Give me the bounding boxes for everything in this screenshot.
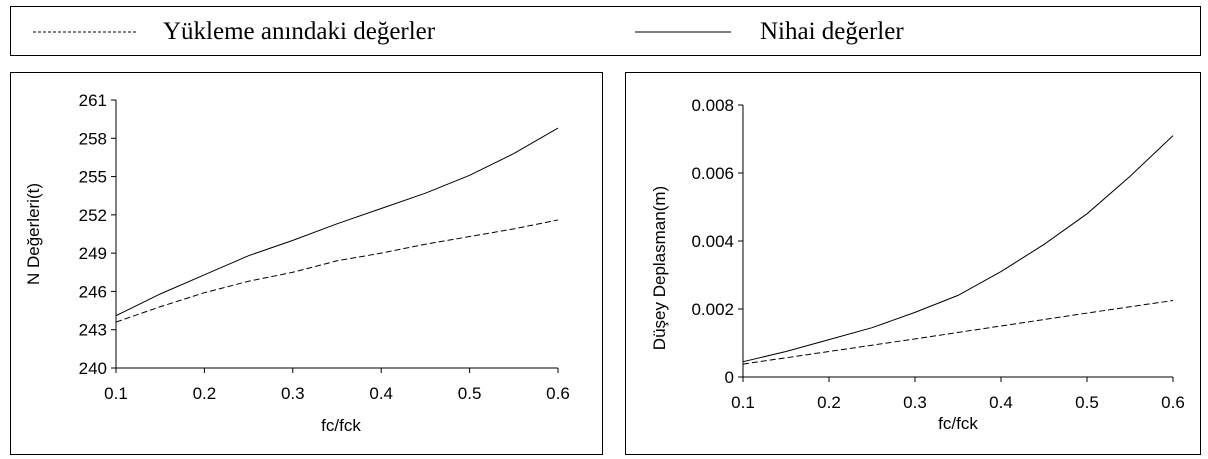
chart-panel-n-values: 240 243 246 249 252 255 258 261 0.1 0.2 0.3 0.4 0.5 0… [10,72,603,455]
y-tick-label: 255 [79,168,107,187]
legend-item-loading: Yükleme anındaki değerler [31,7,435,57]
legend: Yükleme anındaki değerler Nihai değerler [10,6,1201,56]
x-tick-label: 0.6 [1161,393,1185,412]
y-tick-label: 252 [79,206,107,225]
x-tick-label: 0.1 [731,393,755,412]
y-tick-label: 0.008 [691,96,734,115]
legend-label-final: Nihai değerler [760,18,904,45]
y-tick-label: 240 [79,359,107,378]
x-tick-label: 0.3 [903,393,927,412]
y-tick-label: 258 [79,129,107,148]
y-tick-label: 0.006 [691,164,734,183]
x-tick-label: 0.1 [104,384,128,403]
chart-panel-vertical-displacement: 0 0.002 0.004 0.006 0.008 0.1 0.2 0.3 0.4 0.5 0.6 f… [625,72,1201,455]
series-line-loading [742,300,1174,365]
y-tick-label: 243 [79,321,107,340]
y-tick-label: 0 [725,368,734,387]
y-tick-label: 246 [79,282,107,301]
legend-swatch-solid [635,31,731,33]
x-axis-title: fc/fck [321,416,361,435]
x-tick-label: 0.3 [281,384,305,403]
y-axis-title: N Değerleri(t) [24,183,43,285]
y-tick-label: 249 [79,244,107,263]
series-line-final [742,135,1174,363]
x-tick-label: 0.2 [817,393,841,412]
chart-vertical-displacement: 0 0.002 0.004 0.006 0.008 0.1 0.2 0.3 0.4 0.5 0.6 f… [650,96,1185,433]
legend-item-final: Nihai değerler [633,7,904,57]
y-tick-label: 0.002 [691,300,734,319]
chart-n-values: 240 243 246 249 252 255 258 261 0.1 0.2 0.3 0.4 0.5 0… [24,91,570,435]
x-axis-title: fc/fck [938,414,978,433]
y-axis-title: Düşey Deplasman(m) [650,186,669,350]
series-line-loading [115,219,559,323]
x-tick-label: 0.5 [458,384,482,403]
legend-label-loading: Yükleme anındaki değerler [163,18,436,45]
x-tick-label: 0.6 [546,384,570,403]
y-tick-label: 0.004 [691,232,734,251]
series-line-final [115,127,559,317]
legend-swatch-dashed [33,31,137,33]
x-tick-label: 0.4 [989,393,1013,412]
x-tick-label: 0.2 [193,384,217,403]
x-tick-label: 0.5 [1075,393,1099,412]
y-tick-label: 261 [79,91,107,110]
x-tick-label: 0.4 [369,384,393,403]
